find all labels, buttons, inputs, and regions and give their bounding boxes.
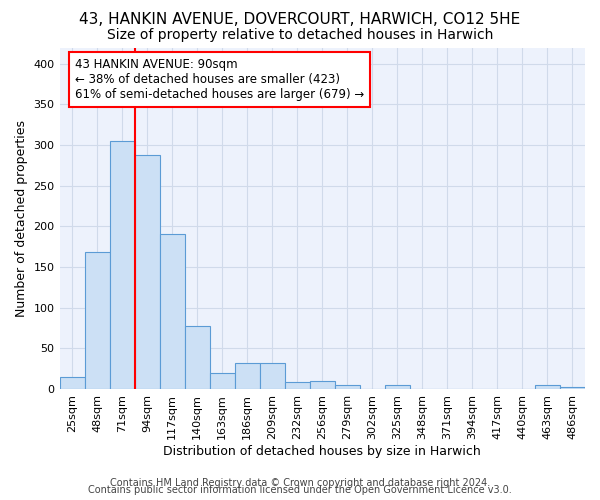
Bar <box>285 382 310 389</box>
Bar <box>235 363 260 389</box>
Text: Contains public sector information licensed under the Open Government Licence v3: Contains public sector information licen… <box>88 485 512 495</box>
Bar <box>134 155 160 389</box>
Bar <box>535 385 560 389</box>
Bar <box>310 381 335 389</box>
Bar <box>335 385 360 389</box>
Bar <box>85 252 110 389</box>
Text: 43 HANKIN AVENUE: 90sqm
← 38% of detached houses are smaller (423)
61% of semi-d: 43 HANKIN AVENUE: 90sqm ← 38% of detache… <box>76 58 365 100</box>
Y-axis label: Number of detached properties: Number of detached properties <box>15 120 28 316</box>
Text: Size of property relative to detached houses in Harwich: Size of property relative to detached ho… <box>107 28 493 42</box>
Text: Contains HM Land Registry data © Crown copyright and database right 2024.: Contains HM Land Registry data © Crown c… <box>110 478 490 488</box>
X-axis label: Distribution of detached houses by size in Harwich: Distribution of detached houses by size … <box>163 444 481 458</box>
Bar <box>160 234 185 389</box>
Bar <box>209 372 235 389</box>
Bar <box>110 141 134 389</box>
Bar <box>385 385 410 389</box>
Text: 43, HANKIN AVENUE, DOVERCOURT, HARWICH, CO12 5HE: 43, HANKIN AVENUE, DOVERCOURT, HARWICH, … <box>79 12 521 28</box>
Bar <box>560 388 585 389</box>
Bar <box>260 363 285 389</box>
Bar <box>185 326 209 389</box>
Bar <box>59 377 85 389</box>
